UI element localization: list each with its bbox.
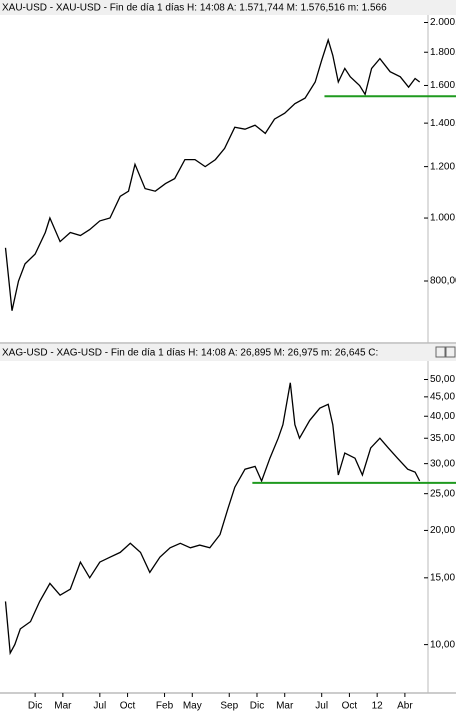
x-tick-label: 12	[372, 701, 384, 712]
y-tick-label: 50,00	[430, 374, 455, 385]
price-line	[4, 382, 421, 656]
y-tick-label: 1.200,	[430, 161, 456, 172]
y-tick-label: 1.600,	[430, 80, 456, 91]
x-tick-label: Jul	[93, 701, 106, 712]
y-tick-label: 30,00	[430, 458, 455, 469]
chart-title: XAU-USD - XAU-USD - Fin de día 1 días H:…	[2, 3, 387, 14]
y-tick-label: 35,00	[430, 433, 455, 444]
y-tick-label: 1.800,	[430, 47, 456, 58]
price-line	[4, 37, 421, 311]
y-tick-label: 25,00	[430, 488, 455, 499]
header-bar	[0, 344, 456, 361]
x-tick-label: Sep	[220, 701, 238, 712]
x-tick-label: Oct	[120, 701, 136, 712]
x-tick-label: May	[183, 701, 202, 712]
x-tick-label: Dic	[250, 701, 264, 712]
y-tick-label: 2.000,	[430, 17, 456, 28]
y-tick-label: 40,00	[430, 411, 455, 422]
window-icon[interactable]	[445, 346, 456, 358]
y-tick-label: 15,00	[430, 572, 455, 583]
y-tick-label: 10,00	[430, 639, 455, 650]
y-tick-label: 45,00	[430, 391, 455, 402]
x-tick-label: Dic	[28, 701, 42, 712]
y-tick-label: 800,00	[430, 276, 456, 287]
chart-title: XAG-USD - XAG-USD - Fin de día 1 días H:…	[2, 348, 378, 359]
y-tick-label: 20,00	[430, 525, 455, 536]
x-tick-label: Oct	[342, 701, 358, 712]
x-tick-label: Abr	[397, 701, 413, 712]
x-tick-label: Feb	[156, 701, 174, 712]
header-bar	[0, 0, 456, 15]
window-icon[interactable]	[435, 346, 446, 358]
x-tick-label: Mar	[54, 701, 72, 712]
x-tick-label: Jul	[315, 701, 328, 712]
y-tick-label: 1.400,	[430, 118, 456, 129]
y-tick-label: 1.000,	[430, 213, 456, 224]
x-tick-label: Mar	[276, 701, 294, 712]
